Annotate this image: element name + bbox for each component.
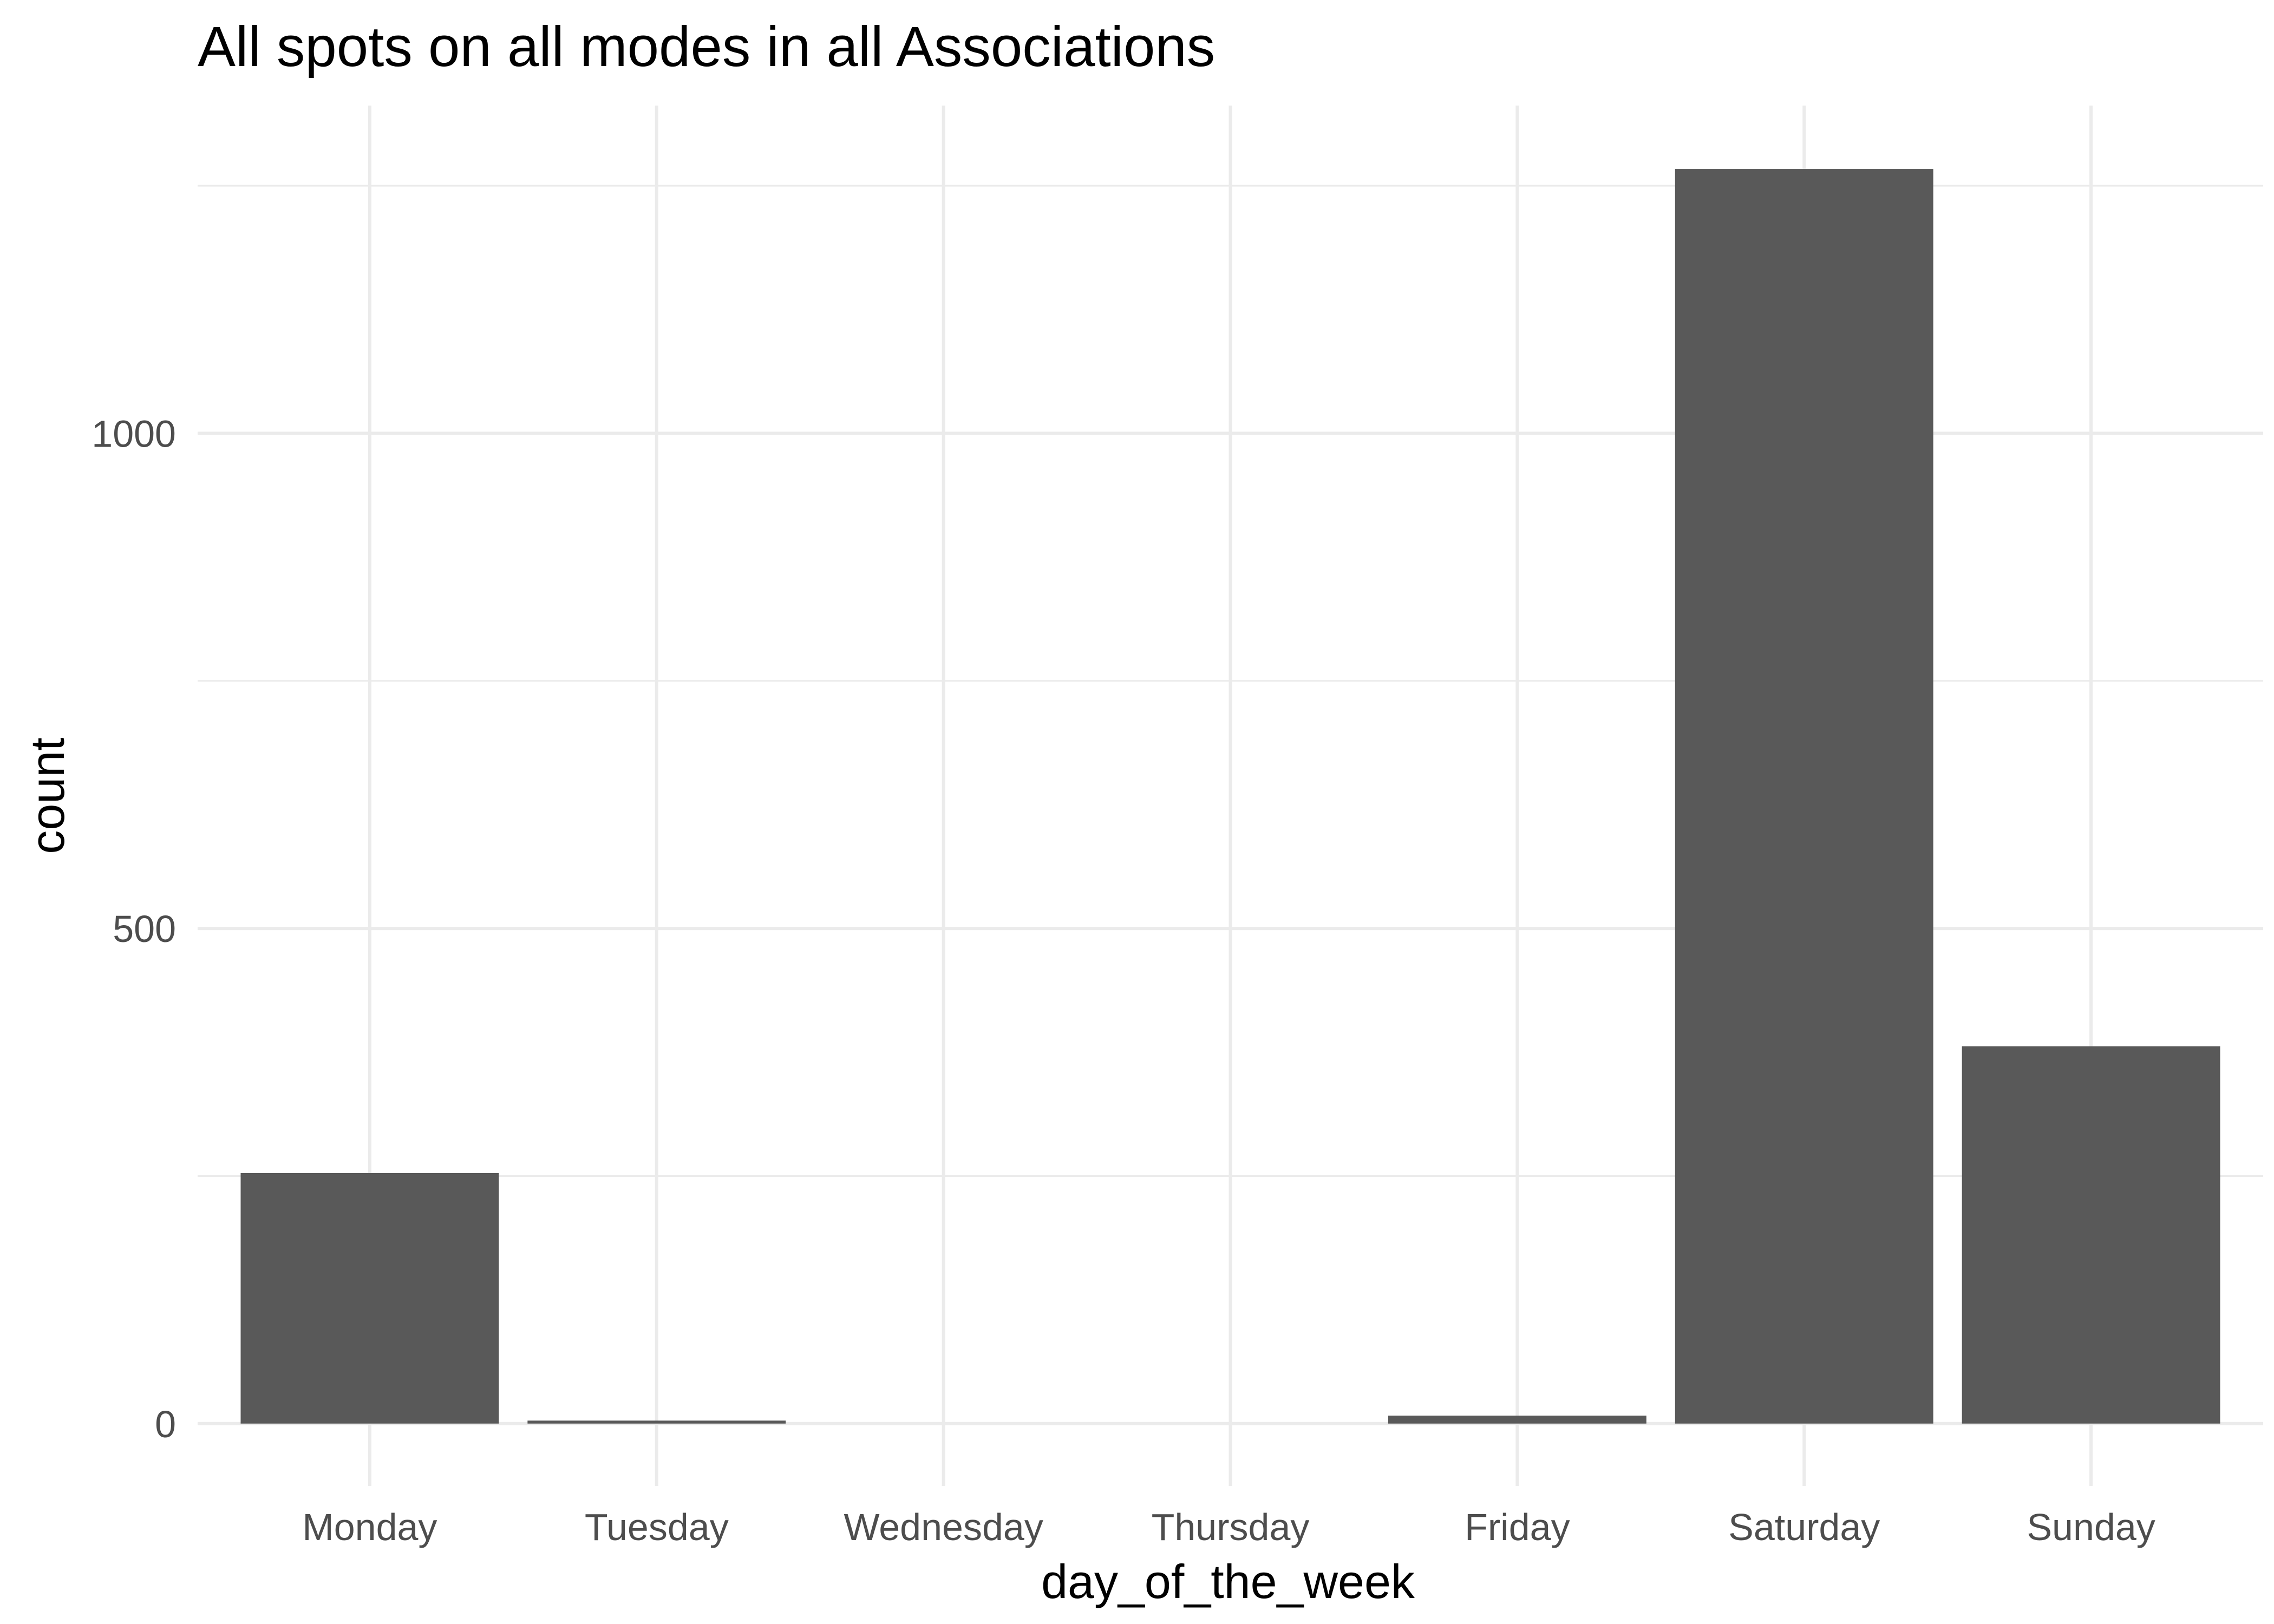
- x-axis-title: day_of_the_week: [1041, 1555, 1415, 1608]
- bar-saturday: [1675, 169, 1933, 1424]
- y-axis-title: count: [21, 737, 74, 854]
- plot-panel: [198, 106, 2263, 1486]
- chart-title: All spots on all modes in all Associatio…: [198, 15, 1215, 78]
- x-tick-label-sunday: Sunday: [2027, 1506, 2155, 1548]
- x-tick-label-wednesday: Wednesday: [844, 1506, 1043, 1548]
- bars: [240, 169, 2220, 1424]
- grid-lines: [198, 106, 2263, 1486]
- x-axis-tick-labels: Monday Tuesday Wednesday Thursday Friday Satu…: [302, 1506, 2155, 1548]
- x-tick-label-monday: Monday: [302, 1506, 437, 1548]
- x-tick-label-friday: Friday: [1465, 1506, 1570, 1548]
- bar-tuesday: [527, 1420, 786, 1424]
- bar-friday: [1388, 1416, 1646, 1424]
- bar-monday: [240, 1173, 499, 1424]
- x-tick-label-saturday: Saturday: [1728, 1506, 1880, 1548]
- x-tick-label-thursday: Thursday: [1152, 1506, 1310, 1548]
- y-axis-tick-labels: 0 500 1000: [92, 412, 176, 1445]
- y-tick-label-0: 0: [155, 1403, 176, 1445]
- y-tick-label-500: 500: [113, 908, 176, 950]
- y-tick-label-1000: 1000: [92, 412, 176, 455]
- bar-sunday: [1962, 1046, 2220, 1424]
- x-tick-label-tuesday: Tuesday: [585, 1506, 729, 1548]
